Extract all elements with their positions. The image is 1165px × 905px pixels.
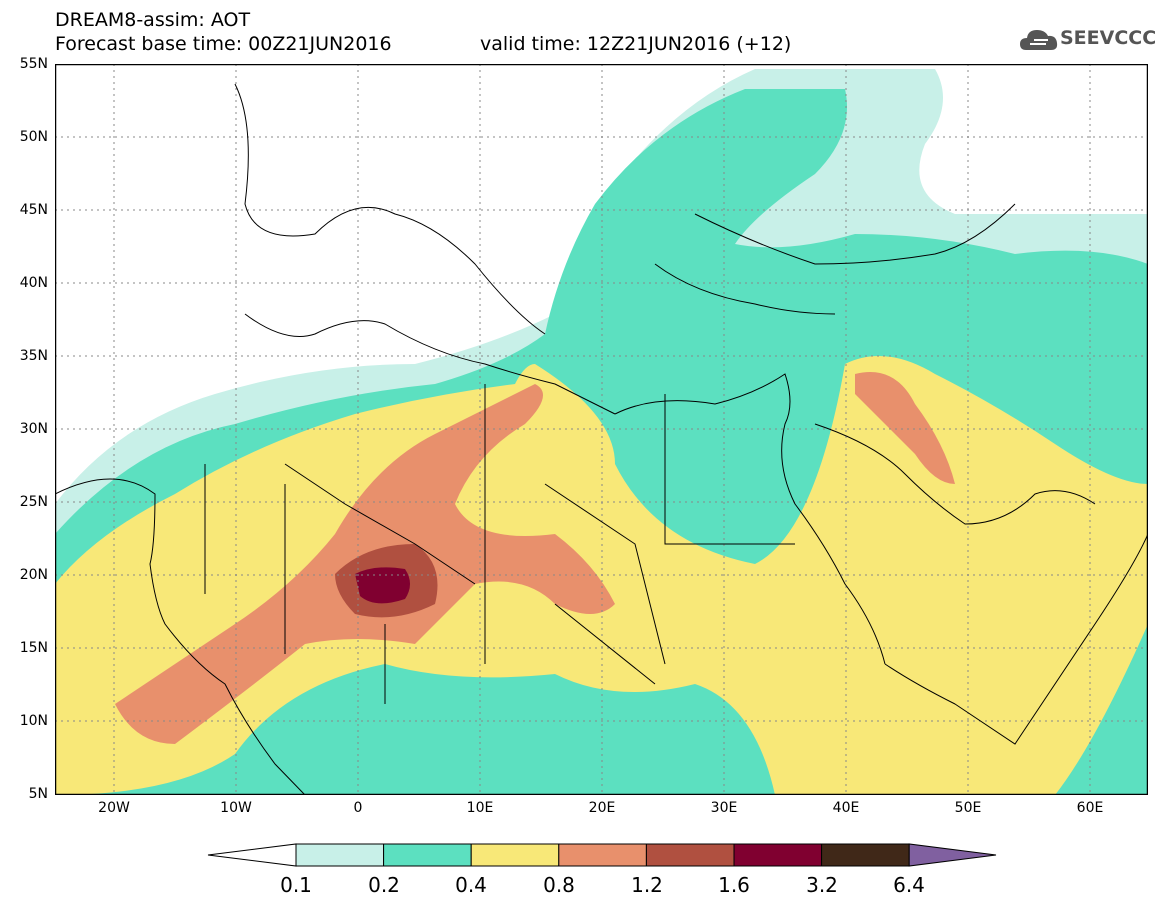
lat-label: 5N [28, 786, 48, 802]
lat-label: 45N [19, 202, 48, 218]
colorbar-under [207, 843, 297, 867]
lat-label: 30N [19, 421, 48, 437]
lat-label: 10N [19, 713, 48, 729]
colorbar-over [908, 843, 997, 867]
colorbar-label: 3.2 [806, 873, 838, 897]
cloud-icon [1020, 30, 1058, 50]
colorbar-bin [733, 843, 823, 867]
colorbar-bin [558, 843, 647, 867]
colorbar-label: 0.2 [368, 873, 400, 897]
aot-map [55, 64, 1148, 795]
logo-text: SEEVCCC [1060, 27, 1157, 49]
colorbar-bin [821, 843, 910, 867]
colorbar-label: 1.6 [718, 873, 750, 897]
colorbar-bin [470, 843, 560, 867]
lat-label: 50N [19, 129, 48, 145]
lat-label: 15N [19, 640, 48, 656]
colorbar-label: 0.1 [280, 873, 312, 897]
lon-label: 50E [954, 800, 982, 816]
colorbar-label: 0.4 [455, 873, 487, 897]
aot-band-0.8-arabia [855, 372, 955, 484]
colorbar-bin [383, 843, 472, 867]
lon-label: 30E [710, 800, 738, 816]
lat-label: 25N [19, 494, 48, 510]
lat-label: 35N [19, 348, 48, 364]
lon-label: 20E [588, 800, 616, 816]
lon-label: 0 [353, 800, 363, 816]
colorbar-label: 1.2 [631, 873, 663, 897]
aot-band-1.6 [355, 567, 410, 604]
lon-label: 10E [466, 800, 494, 816]
colorbar [207, 843, 997, 867]
colorbar-bin [295, 843, 385, 867]
colorbar-bin [645, 843, 735, 867]
lon-label: 60E [1076, 800, 1104, 816]
lon-label: 10W [220, 800, 252, 816]
forecast-base-time: Forecast base time: 00Z21JUN2016 [55, 33, 392, 55]
map-title: DREAM8-assim: AOT [55, 9, 251, 31]
lat-label: 55N [19, 56, 48, 72]
lon-label: 40E [832, 800, 860, 816]
valid-time: valid time: 12Z21JUN2016 (+12) [480, 33, 792, 55]
lon-label: 20W [98, 800, 130, 816]
lat-label: 40N [19, 275, 48, 291]
lat-label: 20N [19, 567, 48, 583]
colorbar-label: 0.8 [543, 873, 575, 897]
colorbar-label: 6.4 [893, 873, 925, 897]
